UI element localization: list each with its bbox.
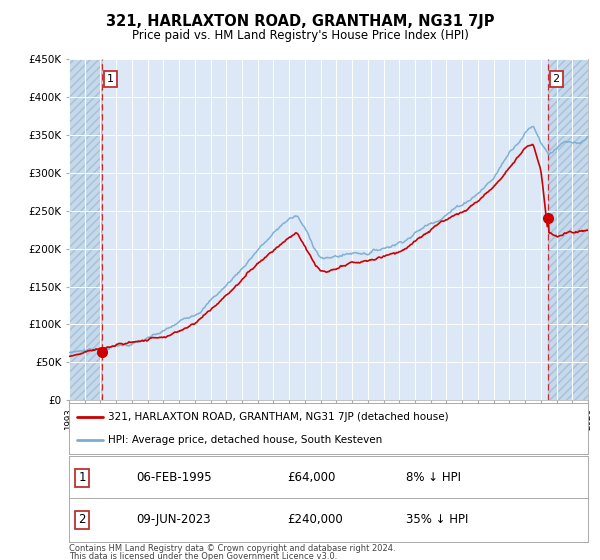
Text: 321, HARLAXTON ROAD, GRANTHAM, NG31 7JP (detached house): 321, HARLAXTON ROAD, GRANTHAM, NG31 7JP … <box>108 412 449 422</box>
Bar <box>69 59 102 400</box>
Text: 06-FEB-1995: 06-FEB-1995 <box>136 472 212 484</box>
Text: 1: 1 <box>78 472 86 484</box>
Text: 8% ↓ HPI: 8% ↓ HPI <box>406 472 461 484</box>
Text: 35% ↓ HPI: 35% ↓ HPI <box>406 514 469 526</box>
Bar <box>548 59 596 400</box>
Text: 09-JUN-2023: 09-JUN-2023 <box>136 514 211 526</box>
Text: HPI: Average price, detached house, South Kesteven: HPI: Average price, detached house, Sout… <box>108 435 382 445</box>
Text: This data is licensed under the Open Government Licence v3.0.: This data is licensed under the Open Gov… <box>69 552 337 560</box>
Text: £240,000: £240,000 <box>287 514 343 526</box>
Bar <box>548 59 596 400</box>
Text: 321, HARLAXTON ROAD, GRANTHAM, NG31 7JP: 321, HARLAXTON ROAD, GRANTHAM, NG31 7JP <box>106 14 494 29</box>
Text: £64,000: £64,000 <box>287 472 335 484</box>
Text: Contains HM Land Registry data © Crown copyright and database right 2024.: Contains HM Land Registry data © Crown c… <box>69 544 395 553</box>
Bar <box>69 59 102 400</box>
Text: 2: 2 <box>553 74 560 84</box>
Text: Price paid vs. HM Land Registry's House Price Index (HPI): Price paid vs. HM Land Registry's House … <box>131 29 469 42</box>
Text: 1: 1 <box>107 74 114 84</box>
Text: 2: 2 <box>78 514 86 526</box>
